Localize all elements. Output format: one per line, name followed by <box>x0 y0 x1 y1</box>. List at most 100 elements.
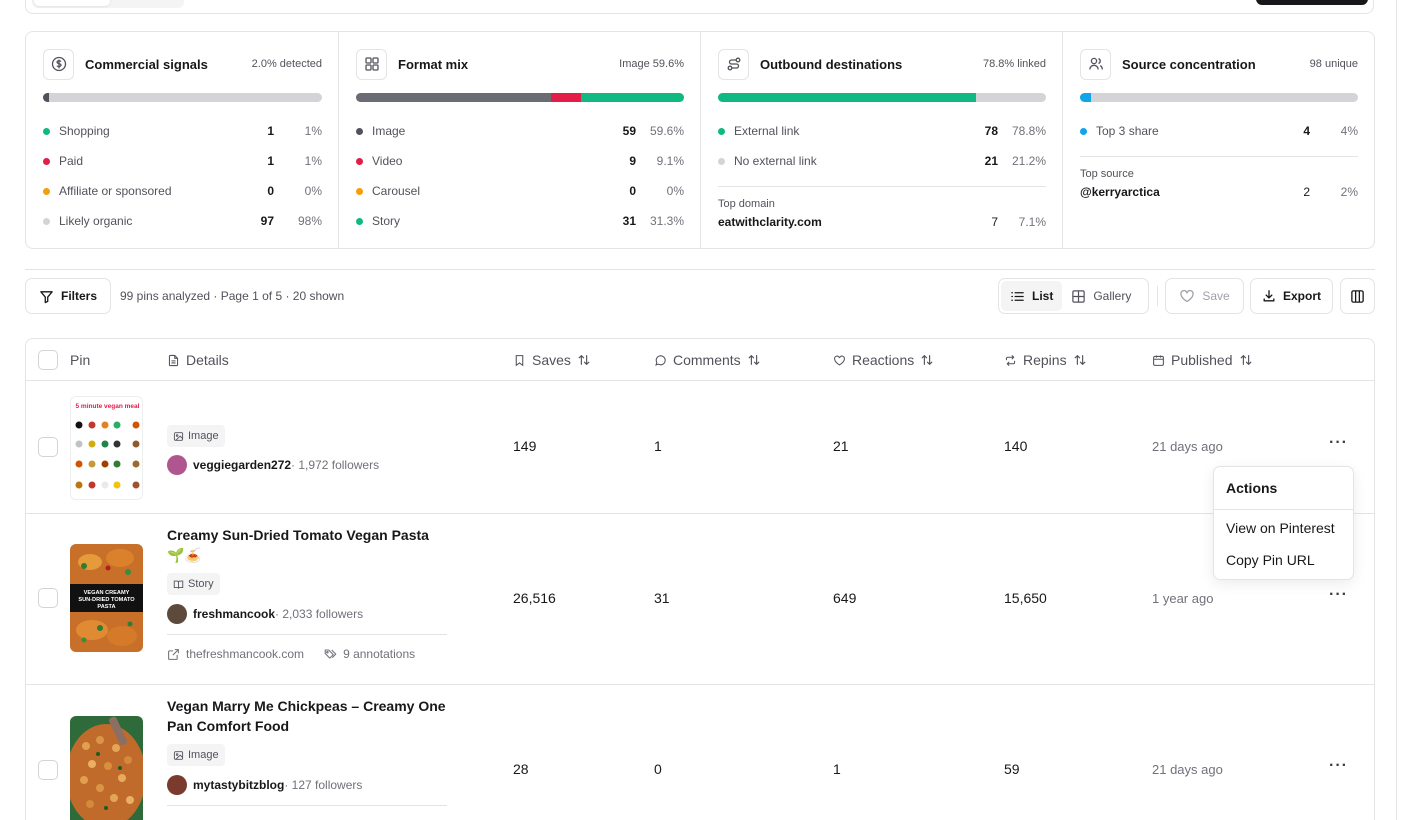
sort-icon[interactable] <box>1239 353 1253 367</box>
legend-dot <box>356 157 363 165</box>
gallery-view-label: Gallery <box>1093 289 1132 303</box>
stat-row-label: Carousel <box>372 184 421 198</box>
sort-icon[interactable] <box>577 353 591 367</box>
more-actions-icon[interactable]: ··· <box>1329 586 1348 603</box>
reactions-value: 1 <box>833 761 841 777</box>
header-comments[interactable]: Comments <box>654 352 761 368</box>
stat-title: Format mix <box>398 56 469 72</box>
top-segmented-control[interactable] <box>32 0 184 8</box>
row-checkbox[interactable] <box>38 588 58 608</box>
pin-title[interactable]: Creamy Sun-Dried Tomato Vegan Pasta 🌱🍝 <box>167 527 429 563</box>
view-toggle: List Gallery <box>998 278 1149 314</box>
stat-bar-segment <box>356 93 552 102</box>
stat-row-pct: 59.6% <box>649 124 684 138</box>
menu-item-copy-pin-url[interactable]: Copy Pin URL <box>1226 552 1315 568</box>
sort-icon[interactable] <box>747 353 761 367</box>
stat-card-format: Format mix Image 59.6% Image 59 59.6% Vide… <box>339 32 701 248</box>
stat-row-pct: 78.8% <box>1011 124 1046 138</box>
top-primary-button[interactable] <box>1256 0 1368 5</box>
save-button[interactable]: Save <box>1165 278 1244 314</box>
select-all-checkbox[interactable] <box>38 350 58 370</box>
pin-thumbnail[interactable]: VEGAN CREAMY SUN-DRIED TOMATO PASTA <box>70 544 143 652</box>
actions-menu: Actions View on Pinterest Copy Pin URL <box>1213 466 1354 580</box>
pin-image <box>70 716 143 820</box>
saves-value: 28 <box>513 761 529 777</box>
stat-row: Carousel 0 0% <box>356 176 684 206</box>
top-segment-active[interactable] <box>34 0 110 6</box>
row-checkbox[interactable] <box>38 437 58 457</box>
header-published[interactable]: Published <box>1152 352 1253 368</box>
svg-text:VEGAN CREAMY: VEGAN CREAMY <box>84 590 130 596</box>
filters-button[interactable]: Filters <box>25 278 111 314</box>
repins-value: 59 <box>1004 761 1020 777</box>
more-actions-icon[interactable]: ··· <box>1329 434 1348 451</box>
filter-icon <box>40 290 53 303</box>
table-row[interactable]: VEGAN CREAMY SUN-DRIED TOMATO PASTA Crea… <box>26 514 1374 685</box>
menu-item-view-on-pinterest[interactable]: View on Pinterest <box>1226 520 1335 536</box>
stat-title: Commercial signals <box>85 56 208 72</box>
pin-domain[interactable]: thefreshmancook.com <box>167 647 304 661</box>
save-label: Save <box>1202 289 1230 303</box>
stat-row: Likely organic 97 98% <box>43 206 322 236</box>
comments-value: 1 <box>654 438 662 454</box>
pin-title[interactable]: Vegan Marry Me Chickpeas – Creamy One Pa… <box>167 698 446 734</box>
pin-annotations-label: 9 annotations <box>343 647 416 661</box>
pin-meta-line: thefreshmancook.com 9 annotations <box>167 634 447 661</box>
table-row[interactable]: 5 minute vegan meal Image veggiegarden27… <box>26 381 1374 514</box>
pin-author[interactable]: veggiegarden272 · 1,972 followers <box>167 455 379 475</box>
pin-thumbnail[interactable]: 5 minute vegan meal <box>70 396 143 500</box>
top-domain-count: 7 <box>991 215 998 229</box>
comments-value: 31 <box>654 590 670 606</box>
pin-author[interactable]: freshmancook · 2,033 followers <box>167 604 363 624</box>
stat-row-label: Story <box>372 214 401 228</box>
more-actions-icon[interactable]: ··· <box>1329 757 1348 774</box>
stat-row-label: Top 3 share <box>1096 124 1159 138</box>
stat-row: Image 59 59.6% <box>356 116 684 146</box>
header-repins[interactable]: Repins <box>1004 352 1087 368</box>
pin-thumbnail[interactable] <box>70 716 143 820</box>
stat-row-count: 31 <box>622 214 636 228</box>
gallery-view-button[interactable]: Gallery <box>1062 281 1140 311</box>
stat-row: No external link 21 21.2% <box>718 146 1046 176</box>
stat-row: External link 78 78.8% <box>718 116 1046 146</box>
header-reactions-label: Reactions <box>852 352 915 368</box>
comments-value: 0 <box>654 761 662 777</box>
header-repins-label: Repins <box>1023 352 1067 368</box>
list-view-button[interactable]: List <box>1001 281 1063 311</box>
stat-bar <box>356 93 684 102</box>
stat-row-pct: 31.3% <box>649 214 684 228</box>
stat-bar-segment <box>718 93 977 102</box>
stat-rows: Shopping 1 1% Paid 1 1% Affiliate or sponsor… <box>43 116 322 236</box>
table-row[interactable]: Vegan Marry Me Chickpeas – Creamy One Pa… <box>26 685 1374 820</box>
pin-image: VEGAN CREAMY SUN-DRIED TOMATO PASTA <box>70 544 143 652</box>
stat-rows: Image 59 59.6% Video 9 9.1% Carousel 0 0% Stor… <box>356 116 684 236</box>
stat-row-pct: 21.2% <box>1011 154 1046 168</box>
header-saves[interactable]: Saves <box>513 352 591 368</box>
sort-icon[interactable] <box>920 353 934 367</box>
header-published-label: Published <box>1171 352 1233 368</box>
author-followers: · 127 followers <box>284 778 363 792</box>
published-value: 21 days ago <box>1152 762 1223 777</box>
pin-meta-line <box>167 805 447 818</box>
repins-value: 15,650 <box>1004 590 1047 606</box>
stat-meta: 2.0% detected <box>251 58 322 70</box>
stat-row-count: 21 <box>984 154 998 168</box>
pin-author[interactable]: mytastybitzblog · 127 followers <box>167 775 362 795</box>
route-icon <box>718 48 749 80</box>
header-reactions[interactable]: Reactions <box>833 352 934 368</box>
stat-row-count: 1 <box>267 154 274 168</box>
export-button[interactable]: Export <box>1250 278 1333 314</box>
thumb-caption: 5 minute vegan meal <box>76 403 140 410</box>
author-followers: · 1,972 followers <box>291 458 380 472</box>
comment-icon <box>655 354 666 366</box>
format-badge: Story <box>167 573 220 595</box>
row-checkbox[interactable] <box>38 760 58 780</box>
stat-row: Affiliate or sponsored 0 0% <box>43 176 322 206</box>
stat-row-pct: 98% <box>297 214 322 228</box>
sort-icon[interactable] <box>1073 353 1087 367</box>
reactions-value: 649 <box>833 590 857 606</box>
columns-button[interactable] <box>1340 278 1375 314</box>
stat-card-source: Source concentration 98 unique Top 3 sha… <box>1063 32 1374 248</box>
gallery-icon <box>1072 289 1086 303</box>
